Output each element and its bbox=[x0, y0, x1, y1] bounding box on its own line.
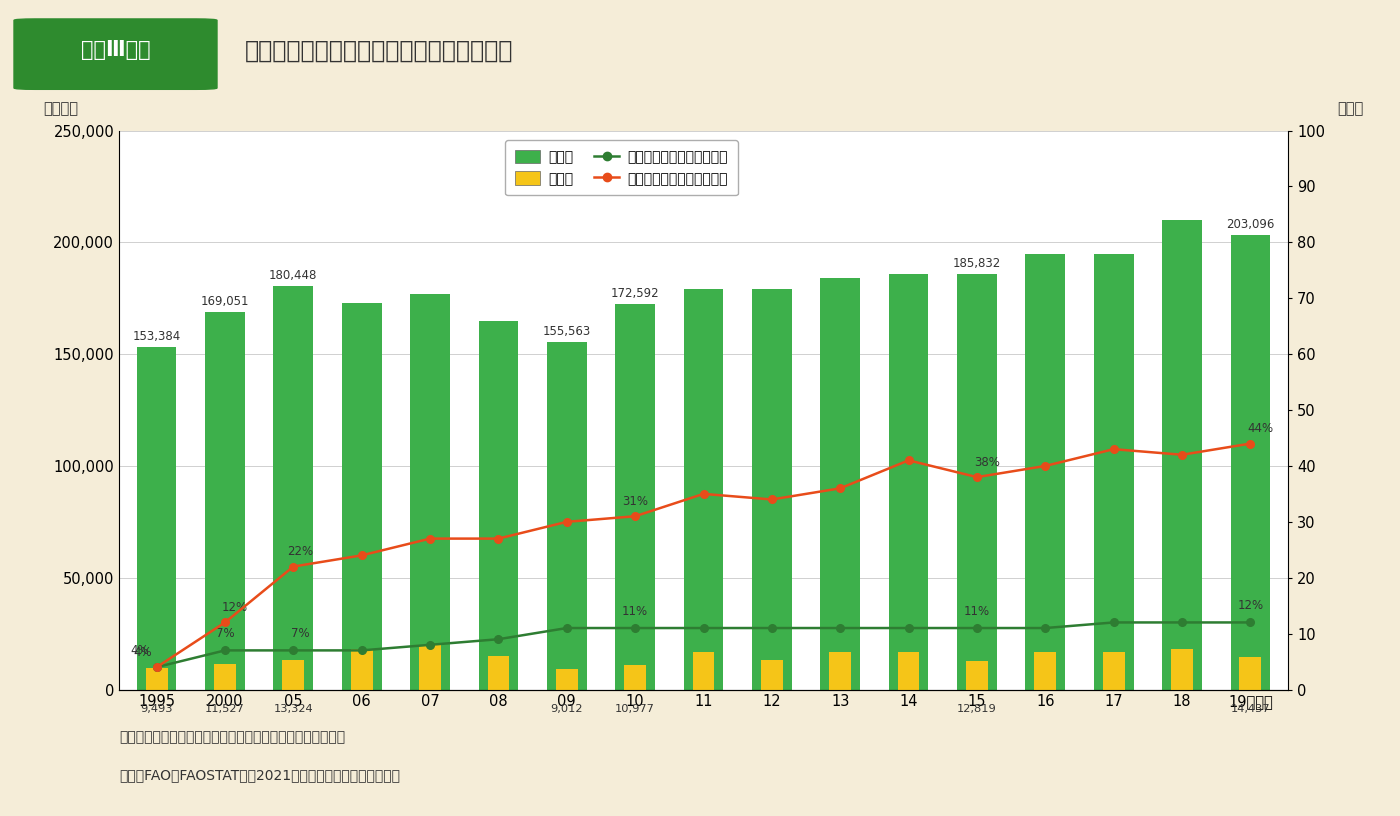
Text: 31%: 31% bbox=[622, 494, 648, 508]
Bar bbox=[273, 286, 314, 690]
Bar bbox=[1103, 651, 1124, 690]
Text: 155,563: 155,563 bbox=[543, 325, 591, 338]
Text: 7%: 7% bbox=[216, 628, 234, 641]
Bar bbox=[556, 669, 578, 690]
Text: 169,051: 169,051 bbox=[200, 295, 249, 308]
Bar bbox=[1025, 254, 1065, 690]
Text: 14,437: 14,437 bbox=[1231, 704, 1270, 714]
Bar bbox=[1231, 236, 1270, 690]
Bar bbox=[820, 278, 860, 690]
Text: 38%: 38% bbox=[974, 455, 1000, 468]
Bar bbox=[683, 290, 724, 690]
Bar bbox=[137, 347, 176, 690]
Bar bbox=[419, 645, 441, 690]
Bar bbox=[1172, 650, 1193, 690]
Text: 203,096: 203,096 bbox=[1226, 219, 1274, 232]
Text: 185,832: 185,832 bbox=[953, 257, 1001, 270]
Bar bbox=[1239, 657, 1261, 690]
Bar bbox=[410, 294, 449, 690]
Legend: 消費量, 輸入量, 消費量に占める中国の割合, 輸入量に占める中国の割合: 消費量, 輸入量, 消費量に占める中国の割合, 輸入量に占める中国の割合 bbox=[505, 140, 738, 196]
Text: 153,384: 153,384 bbox=[133, 330, 181, 343]
Text: 注：消費量は生産量に輸入量を加え、輸出量を除いたもの。: 注：消費量は生産量に輸入量を加え、輸出量を除いたもの。 bbox=[119, 730, 346, 744]
Bar bbox=[616, 304, 655, 690]
Bar bbox=[624, 665, 645, 690]
Text: 4%: 4% bbox=[133, 645, 153, 659]
Text: （万㎥）: （万㎥） bbox=[43, 101, 78, 117]
Bar bbox=[283, 659, 304, 690]
Text: 11%: 11% bbox=[622, 605, 648, 618]
Bar bbox=[342, 303, 382, 690]
Text: 資料Ⅲ－１: 資料Ⅲ－１ bbox=[81, 40, 151, 60]
Text: 7%: 7% bbox=[291, 628, 309, 641]
Text: 11%: 11% bbox=[963, 605, 990, 618]
Text: 172,592: 172,592 bbox=[610, 286, 659, 299]
Text: 180,448: 180,448 bbox=[269, 269, 318, 282]
Bar bbox=[1093, 254, 1134, 690]
Bar bbox=[829, 651, 851, 690]
Text: 4%: 4% bbox=[130, 644, 148, 657]
Text: 13,324: 13,324 bbox=[273, 704, 314, 714]
Bar bbox=[351, 650, 372, 690]
Bar bbox=[1035, 651, 1056, 690]
Bar bbox=[547, 342, 587, 690]
Bar bbox=[479, 321, 518, 690]
Bar bbox=[487, 656, 510, 690]
Bar bbox=[214, 663, 235, 690]
Text: 9,012: 9,012 bbox=[550, 704, 582, 714]
Bar bbox=[693, 651, 714, 690]
Text: 9,493: 9,493 bbox=[140, 704, 172, 714]
Bar bbox=[752, 290, 791, 690]
Text: 22%: 22% bbox=[287, 545, 314, 558]
Bar bbox=[1162, 220, 1201, 690]
Bar bbox=[762, 660, 783, 690]
Bar bbox=[206, 312, 245, 690]
Text: 12,819: 12,819 bbox=[958, 704, 997, 714]
Bar bbox=[146, 668, 168, 690]
Text: 12%: 12% bbox=[1238, 600, 1263, 612]
Bar bbox=[897, 651, 920, 690]
Text: 11,527: 11,527 bbox=[204, 704, 245, 714]
Text: 10,977: 10,977 bbox=[615, 704, 655, 714]
Bar bbox=[889, 273, 928, 690]
Text: 44%: 44% bbox=[1247, 422, 1274, 435]
FancyBboxPatch shape bbox=[14, 19, 217, 89]
Text: 資料：FAO「FAOSTAT」（2021年３月１日現在有効なもの）: 資料：FAO「FAOSTAT」（2021年３月１日現在有効なもの） bbox=[119, 769, 400, 783]
Text: 世界の産業用丸太消費量及び輸入量の推移: 世界の産業用丸太消費量及び輸入量の推移 bbox=[245, 38, 514, 62]
Bar bbox=[966, 661, 988, 690]
Bar bbox=[958, 274, 997, 690]
Text: （％）: （％） bbox=[1338, 101, 1364, 117]
Text: 12%: 12% bbox=[223, 601, 248, 614]
